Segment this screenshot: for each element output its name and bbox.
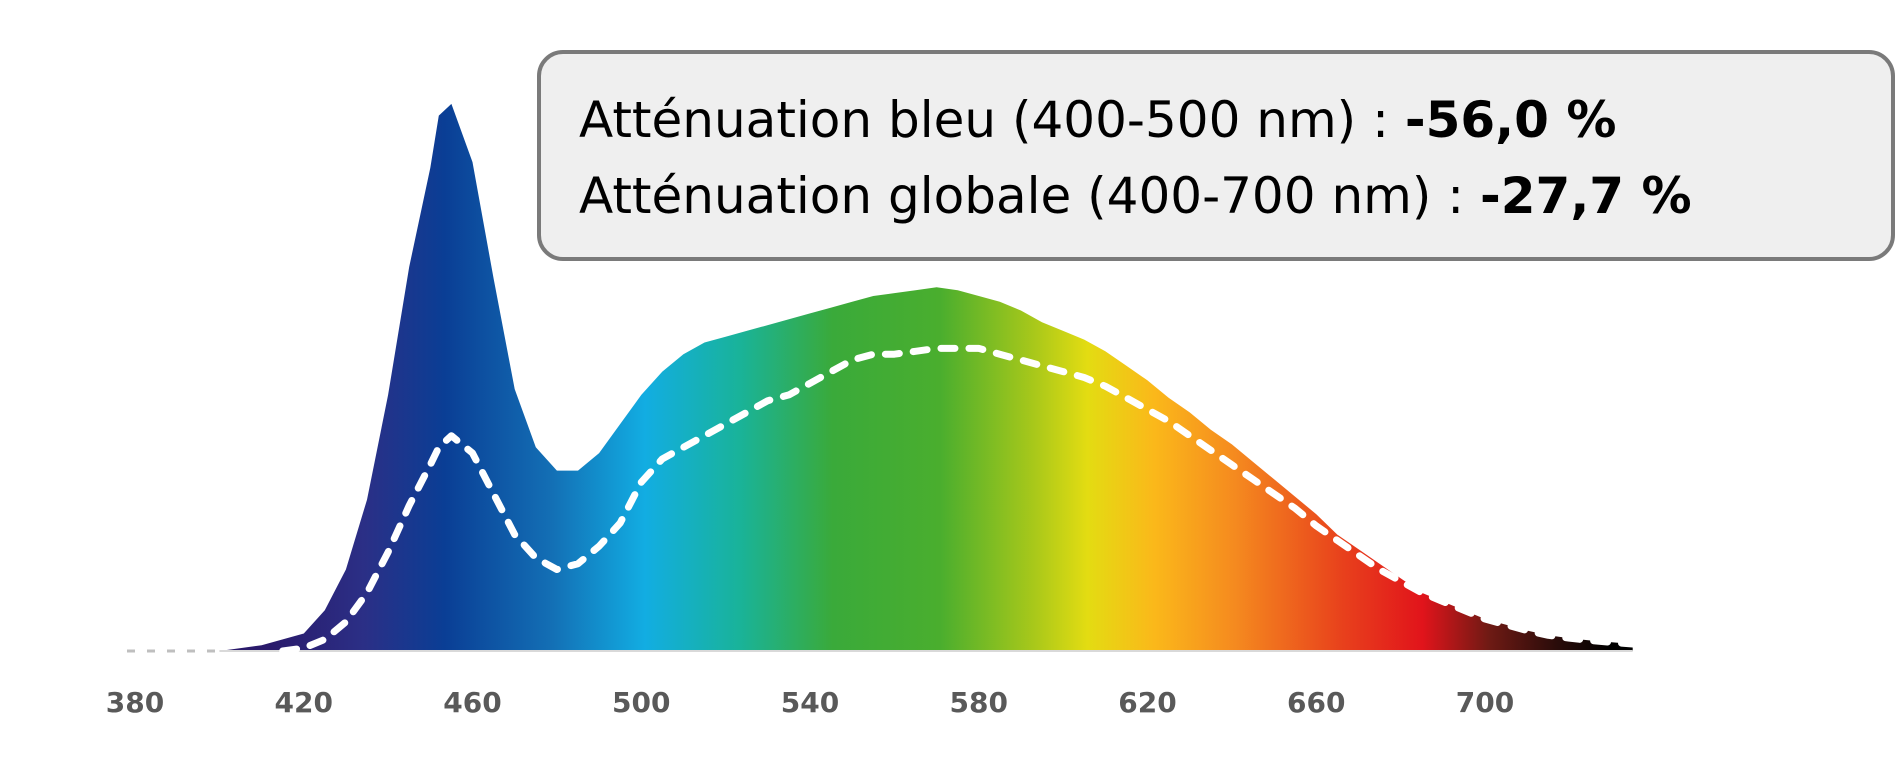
- x-axis-ticks: 380 420 460 500 540 580 620 660 700: [106, 686, 1514, 719]
- x-tick-label: 660: [1287, 686, 1345, 719]
- plot-area: [127, 103, 1637, 655]
- spectrum-area: [219, 103, 1633, 651]
- x-tick-label: 380: [106, 686, 164, 719]
- x-tick-label: 500: [612, 686, 670, 719]
- blue-attenuation-label: Atténuation bleu (400-500 nm) :: [579, 91, 1405, 149]
- x-tick-label: 540: [781, 686, 839, 719]
- global-attenuation-line: Atténuation globale (400-700 nm) : -27,7…: [579, 158, 1891, 234]
- x-tick-label: 460: [443, 686, 501, 719]
- x-tick-label: 420: [275, 686, 333, 719]
- blue-attenuation-line: Atténuation bleu (400-500 nm) : -56,0 %: [579, 82, 1891, 158]
- x-tick-label: 700: [1456, 686, 1514, 719]
- global-attenuation-label: Atténuation globale (400-700 nm) :: [579, 167, 1480, 225]
- attenuated-spectrum-line: [279, 344, 1637, 655]
- blue-attenuation-value: -56,0 %: [1404, 91, 1617, 149]
- global-attenuation-value: -27,7 %: [1479, 167, 1692, 225]
- attenuation-info-box: Atténuation bleu (400-500 nm) : -56,0 % …: [537, 50, 1895, 261]
- x-tick-label: 580: [950, 686, 1008, 719]
- x-tick-label: 620: [1118, 686, 1176, 719]
